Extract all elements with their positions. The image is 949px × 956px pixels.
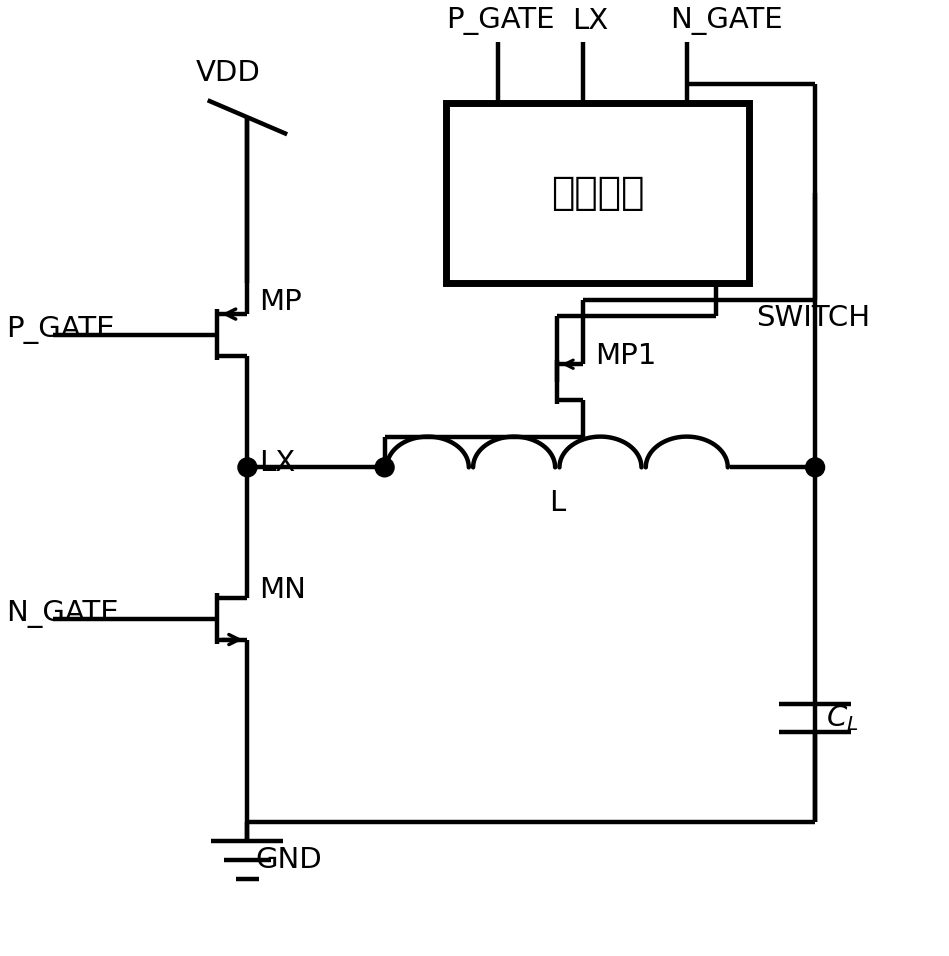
Circle shape [375, 458, 394, 477]
Circle shape [238, 458, 257, 477]
Text: 控制逻辑: 控制逻辑 [550, 174, 644, 212]
Text: SWITCH: SWITCH [756, 304, 870, 332]
Text: $C_L$: $C_L$ [827, 704, 859, 733]
Circle shape [806, 458, 825, 477]
Text: L: L [549, 489, 566, 517]
Text: P_GATE: P_GATE [446, 7, 554, 35]
Text: MP: MP [259, 288, 302, 315]
Text: N_GATE: N_GATE [6, 600, 119, 628]
Text: MP1: MP1 [595, 341, 656, 370]
Text: GND: GND [255, 846, 322, 874]
Text: P_GATE: P_GATE [6, 316, 115, 344]
Bar [446, 103, 749, 283]
Text: LX: LX [259, 448, 295, 477]
Text: VDD: VDD [195, 59, 260, 87]
Text: N_GATE: N_GATE [670, 7, 783, 35]
Text: LX: LX [572, 7, 608, 35]
Text: MN: MN [259, 576, 306, 604]
